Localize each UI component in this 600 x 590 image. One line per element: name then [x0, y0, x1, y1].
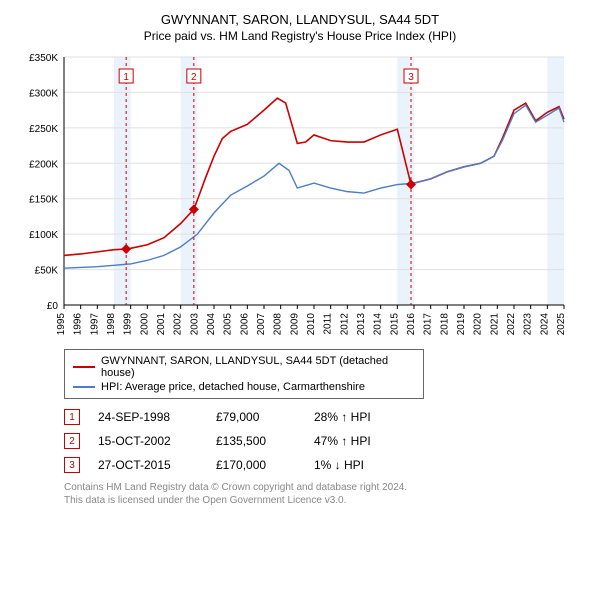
x-tick-label: 2000	[139, 313, 150, 336]
x-tick-label: 2004	[206, 313, 217, 336]
series-hpi	[64, 105, 564, 268]
x-tick-label: 2017	[423, 313, 434, 336]
event-price: £79,000	[216, 410, 296, 424]
footer: Contains HM Land Registry data © Crown c…	[64, 481, 588, 507]
event-label-num: 1	[123, 72, 129, 83]
event-hpi: 47% ↑ HPI	[314, 434, 414, 448]
event-date: 27-OCT-2015	[98, 458, 198, 472]
title-block: GWYNNANT, SARON, LLANDYSUL, SA44 5DT Pri…	[12, 12, 588, 43]
y-tick-label: £350K	[29, 53, 58, 64]
y-tick-label: £150K	[29, 195, 58, 206]
series-property	[64, 98, 564, 255]
x-tick-label: 1997	[89, 313, 100, 336]
x-tick-label: 1999	[123, 313, 134, 336]
shaded-band	[181, 57, 198, 305]
event-date: 24-SEP-1998	[98, 410, 198, 424]
chart-subtitle: Price paid vs. HM Land Registry's House …	[12, 29, 588, 43]
x-tick-label: 2025	[556, 313, 567, 336]
events-table: 1 24-SEP-1998 £79,000 28% ↑ HPI 2 15-OCT-2002…	[64, 409, 588, 473]
x-tick-label: 2016	[406, 313, 417, 336]
footer-line-2: This data is licensed under the Open Gov…	[64, 494, 588, 507]
x-tick-label: 2013	[356, 313, 367, 336]
event-hpi: 1% ↓ HPI	[314, 458, 414, 472]
x-tick-label: 2001	[156, 313, 167, 336]
x-tick-label: 1995	[56, 313, 67, 336]
event-marker: 3	[64, 457, 80, 473]
shaded-band	[547, 57, 564, 305]
event-marker: 1	[64, 409, 80, 425]
legend: GWYNNANT, SARON, LLANDYSUL, SA44 5DT (de…	[64, 349, 424, 399]
event-price: £135,500	[216, 434, 296, 448]
legend-label: HPI: Average price, detached house, Carm…	[101, 381, 365, 393]
y-tick-label: £200K	[29, 159, 58, 170]
x-tick-label: 2006	[239, 313, 250, 336]
x-tick-label: 2008	[273, 313, 284, 336]
x-tick-label: 1998	[106, 313, 117, 336]
legend-row: GWYNNANT, SARON, LLANDYSUL, SA44 5DT (de…	[73, 354, 415, 380]
y-tick-label: £50K	[35, 266, 59, 277]
event-price: £170,000	[216, 458, 296, 472]
y-tick-label: £100K	[29, 230, 58, 241]
event-date: 15-OCT-2002	[98, 434, 198, 448]
x-tick-label: 2002	[173, 313, 184, 336]
x-tick-label: 2003	[189, 313, 200, 336]
x-tick-label: 2012	[339, 313, 350, 336]
x-tick-label: 2023	[523, 313, 534, 336]
x-tick-label: 2020	[473, 313, 484, 336]
x-tick-label: 2022	[506, 313, 517, 336]
chart-container: £0 £50K £100K £150K £200K £250K £300K £350K 1995…	[12, 51, 588, 341]
event-row: 3 27-OCT-2015 £170,000 1% ↓ HPI	[64, 457, 588, 473]
legend-swatch	[73, 366, 95, 368]
x-tick-label: 2015	[389, 313, 400, 336]
x-tick-label: 2009	[289, 313, 300, 336]
y-tick-label: £0	[47, 301, 59, 312]
legend-row: HPI: Average price, detached house, Carm…	[73, 380, 415, 394]
x-tick-label: 2021	[489, 313, 500, 336]
x-tick-label: 2024	[539, 313, 550, 336]
event-hpi: 28% ↑ HPI	[314, 410, 414, 424]
event-label-num: 3	[408, 72, 414, 83]
price-chart: £0 £50K £100K £150K £200K £250K £300K £350K 1995…	[12, 51, 572, 341]
x-tick-label: 2019	[456, 313, 467, 336]
legend-swatch	[73, 386, 95, 388]
shaded-band	[114, 57, 131, 305]
event-row: 2 15-OCT-2002 £135,500 47% ↑ HPI	[64, 433, 588, 449]
y-tick-label: £300K	[29, 88, 58, 99]
x-tick-label: 2018	[439, 313, 450, 336]
chart-title: GWYNNANT, SARON, LLANDYSUL, SA44 5DT	[12, 12, 588, 27]
x-tick-label: 2010	[306, 313, 317, 336]
x-tick-label: 2014	[373, 313, 384, 336]
event-label-num: 2	[191, 72, 197, 83]
x-tick-label: 2011	[323, 313, 334, 335]
event-row: 1 24-SEP-1998 £79,000 28% ↑ HPI	[64, 409, 588, 425]
event-marker: 2	[64, 433, 80, 449]
y-tick-label: £250K	[29, 124, 58, 135]
x-tick-label: 2007	[256, 313, 267, 336]
footer-line-1: Contains HM Land Registry data © Crown c…	[64, 481, 588, 494]
x-tick-label: 2005	[223, 313, 234, 336]
x-tick-label: 1996	[73, 313, 84, 336]
legend-label: GWYNNANT, SARON, LLANDYSUL, SA44 5DT (de…	[101, 355, 415, 379]
